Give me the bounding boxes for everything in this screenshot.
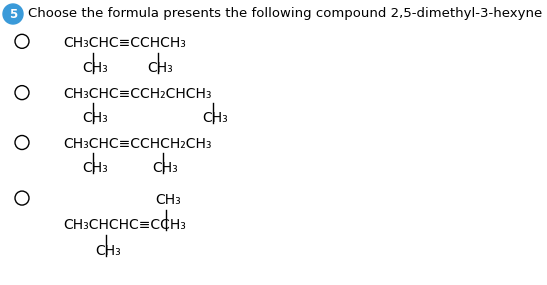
Text: CH₃: CH₃ — [152, 161, 178, 175]
Text: Choose the formula presents the following compound 2,5-dimethyl-3-hexyne: Choose the formula presents the followin… — [28, 7, 542, 21]
Text: CH₃: CH₃ — [82, 60, 108, 75]
Text: CH₃: CH₃ — [155, 193, 181, 207]
Text: CH₃CHC≡CCH₂CHCH₃: CH₃CHC≡CCH₂CHCH₃ — [63, 87, 212, 101]
Text: CH₃CHC≡CCHCH₂CH₃: CH₃CHC≡CCHCH₂CH₃ — [63, 137, 212, 151]
Text: 5: 5 — [9, 7, 17, 21]
Text: CH₃: CH₃ — [82, 111, 108, 125]
Text: CH₃: CH₃ — [147, 60, 173, 75]
Text: CH₃CHCHC≡CCH₃: CH₃CHCHC≡CCH₃ — [63, 218, 186, 232]
Text: CH₃: CH₃ — [95, 244, 121, 258]
Text: CH₃: CH₃ — [202, 111, 228, 125]
Circle shape — [3, 4, 23, 24]
Text: CH₃CHC≡CCHCH₃: CH₃CHC≡CCHCH₃ — [63, 36, 186, 50]
Text: CH₃: CH₃ — [82, 161, 108, 175]
